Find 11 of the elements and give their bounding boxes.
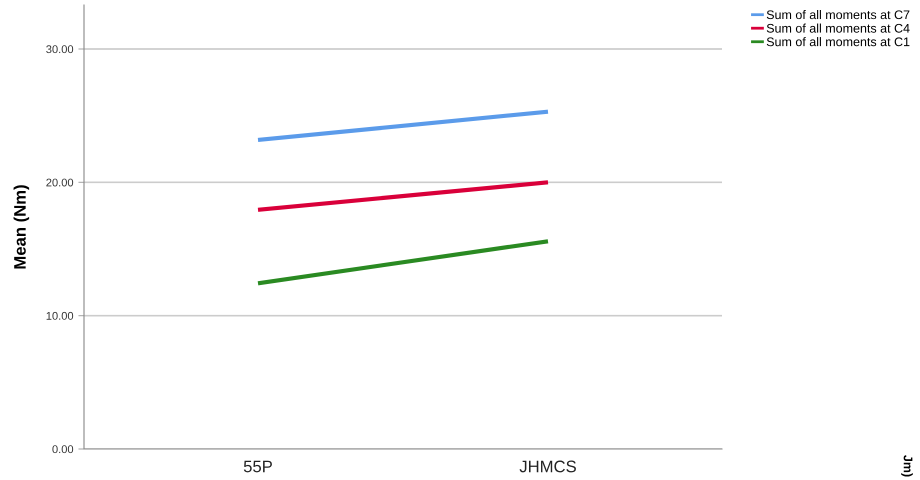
- legend-label: Sum of all moments at C7: [766, 10, 910, 20]
- y-tick-label: 30.00: [46, 45, 74, 54]
- y-tick-label: 20.00: [46, 178, 74, 186]
- legend-label: Sum of all moments at C1: [766, 37, 910, 46]
- text: Jm): [901, 455, 913, 476]
- y-tick-label: 10.00: [46, 312, 74, 320]
- legend-label: Sum of all moments at C4: [766, 24, 910, 33]
- y-tick-label: 0.00: [52, 445, 74, 454]
- y-axis-title: Mean (Nm): [14, 185, 30, 268]
- x-tick-label: JHMCS: [520, 460, 576, 472]
- x-tick-label: 55P: [244, 460, 272, 472]
